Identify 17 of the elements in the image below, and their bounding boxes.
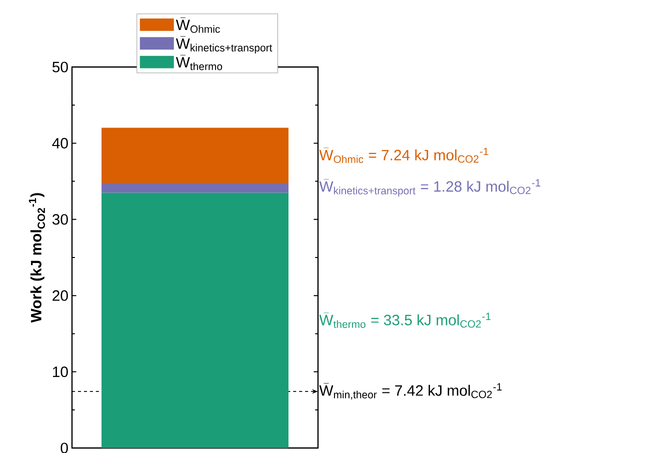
y-axis-title: $\text{Work (kJ mol}_{\text{CO2}}{}^{\text{-1}}\text{)}$	[28, 193, 46, 323]
legend-label: $\bar{\text{W}}_{\text{kinetics+transport}}$	[176, 36, 272, 54]
text: $\bar{\text{W}}_{\text{kinetics+transport}}\text{ = 1.28 kJ mol}_{\text{CO2}}{}^{\text{-1}}$	[319, 179, 540, 196]
bar	[102, 192, 288, 448]
legend-label: $\bar{\text{W}}_{\text{Ohmic}}$	[176, 18, 220, 33]
y-tick-label: 50	[52, 62, 68, 72]
text: $\bar{\text{W}}_{\text{Ohmic}}\text{ = 7.24 kJ mol}_{\text{CO2}}{}^{\text{-1}}$	[319, 148, 488, 163]
legend-label: $\bar{\text{W}}_{\text{thermo}}$	[176, 54, 222, 70]
y-tick-label: 20	[52, 290, 68, 301]
y-tick-label: 40	[52, 138, 68, 148]
y-tick-label: 10	[53, 366, 68, 378]
text: $\bar{\text{W}}_{\text{thermo}}\text{ = 33.5 kJ mol}_{\text{CO2}}{}^{\text{-1}}$	[319, 312, 491, 328]
y-tick-label: 30	[52, 214, 68, 225]
bar	[102, 182, 288, 193]
y-tick-label: 0	[60, 442, 68, 453]
bar	[102, 128, 288, 183]
ref-line-label: $\bar{\text{W}}_{\text{min,theor}}\text{ = 7.42 kJ mol}_{\text{CO2}}{}^{\text{-1}}$	[319, 383, 502, 400]
